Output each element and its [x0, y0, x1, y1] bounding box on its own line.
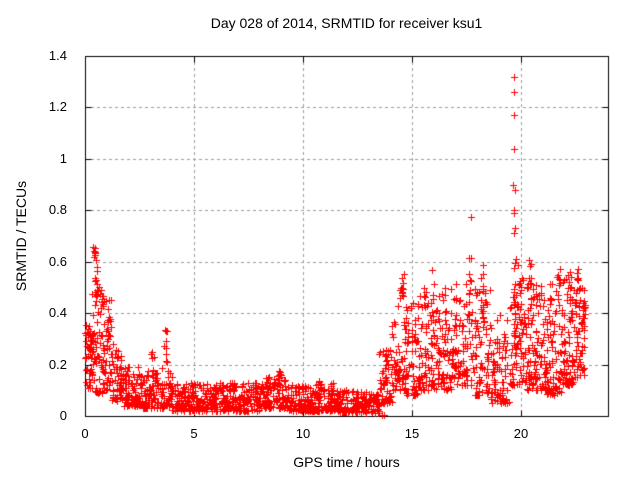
chart-title: Day 028 of 2014, SRMTID for receiver ksu… [210, 15, 483, 31]
y-axis-label: SRMTID / TECUs [13, 180, 29, 292]
x-tick-label: 0 [81, 426, 89, 441]
x-axis-label: GPS time / hours [293, 454, 400, 470]
y-tick-label: 1.4 [48, 48, 67, 63]
y-tick-label: 0.8 [48, 202, 67, 217]
y-tick-label: 1 [59, 151, 67, 166]
x-tick-label: 10 [295, 426, 311, 441]
y-tick-label: 0.2 [48, 357, 67, 372]
x-tick-label: 20 [513, 426, 529, 441]
y-tick-label: 0.6 [48, 254, 67, 269]
x-tick-label: 15 [404, 426, 420, 441]
y-tick-label: 0.4 [48, 305, 67, 320]
y-tick-label: 1.2 [48, 99, 67, 114]
y-tick-label: 0 [59, 408, 67, 423]
x-tick-label: 5 [190, 426, 198, 441]
